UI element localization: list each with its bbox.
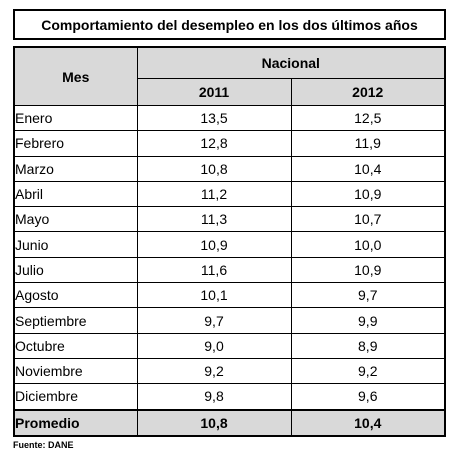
table-row: Octubre 9,0 8,9 (13, 332, 446, 359)
month-cell: Abril (13, 180, 138, 208)
average-label-cell: Promedio (13, 408, 138, 437)
value-2012-cell: 9,7 (290, 282, 446, 309)
value-2011-cell: 10,8 (136, 155, 292, 182)
value-2011-cell: 11,2 (136, 180, 292, 208)
year-2011-header: 2011 (136, 77, 292, 107)
value-2012-cell: 10,9 (290, 180, 446, 208)
month-column-header: Mes (13, 46, 138, 106)
month-cell: Enero (13, 104, 138, 132)
unemployment-table: Mes Nacional 2011 2012 Enero 13,5 12,5 Febr… (13, 46, 447, 437)
month-cell: Febrero (13, 130, 138, 157)
table-row: Septiembre 9,7 9,9 (13, 307, 446, 334)
average-row: Promedio 10,8 10,4 (13, 408, 446, 437)
table-row: Julio 11,6 10,9 (13, 256, 446, 284)
value-2011-cell: 9,0 (136, 332, 292, 359)
value-2012-cell: 9,2 (290, 357, 446, 385)
table-row: Enero 13,5 12,5 (13, 104, 446, 132)
month-cell: Marzo (13, 155, 138, 182)
table-row: Mayo 11,3 10,7 (13, 206, 446, 233)
table-row: Febrero 12,8 11,9 (13, 130, 446, 157)
value-2011-cell: 9,2 (136, 357, 292, 385)
month-cell: Diciembre (13, 383, 138, 411)
value-2011-cell: 9,7 (136, 307, 292, 334)
table-row: Agosto 10,1 9,7 (13, 282, 446, 309)
table-row: Junio 10,9 10,0 (13, 231, 446, 258)
value-2011-cell: 11,3 (136, 206, 292, 233)
month-cell: Octubre (13, 332, 138, 359)
value-2012-cell: 9,6 (290, 383, 446, 411)
value-2011-cell: 11,6 (136, 256, 292, 284)
source-note: Fuente: DANE (13, 440, 74, 450)
table-row: Marzo 10,8 10,4 (13, 155, 446, 182)
year-2012-header: 2012 (290, 77, 446, 107)
value-2011-cell: 12,8 (136, 130, 292, 157)
value-2011-cell: 10,9 (136, 231, 292, 258)
value-2012-cell: 12,5 (290, 104, 446, 132)
table-row: Diciembre 9,8 9,6 (13, 383, 446, 411)
value-2011-cell: 13,5 (136, 104, 292, 132)
table-title: Comportamiento del desempleo en los dos … (13, 9, 446, 40)
month-cell: Julio (13, 256, 138, 284)
value-2011-cell: 10,1 (136, 282, 292, 309)
value-2012-cell: 10,7 (290, 206, 446, 233)
value-2012-cell: 8,9 (290, 332, 446, 359)
average-2012-cell: 10,4 (290, 408, 446, 437)
month-cell: Junio (13, 231, 138, 258)
month-cell: Noviembre (13, 357, 138, 385)
month-cell: Mayo (13, 206, 138, 233)
value-2011-cell: 9,8 (136, 383, 292, 411)
national-group-header: Nacional (136, 46, 446, 79)
table-row: Abril 11,2 10,9 (13, 180, 446, 208)
month-cell: Agosto (13, 282, 138, 309)
value-2012-cell: 10,4 (290, 155, 446, 182)
value-2012-cell: 9,9 (290, 307, 446, 334)
value-2012-cell: 10,9 (290, 256, 446, 284)
value-2012-cell: 11,9 (290, 130, 446, 157)
table-row: Noviembre 9,2 9,2 (13, 357, 446, 385)
average-2011-cell: 10,8 (136, 408, 292, 437)
month-cell: Septiembre (13, 307, 138, 334)
value-2012-cell: 10,0 (290, 231, 446, 258)
